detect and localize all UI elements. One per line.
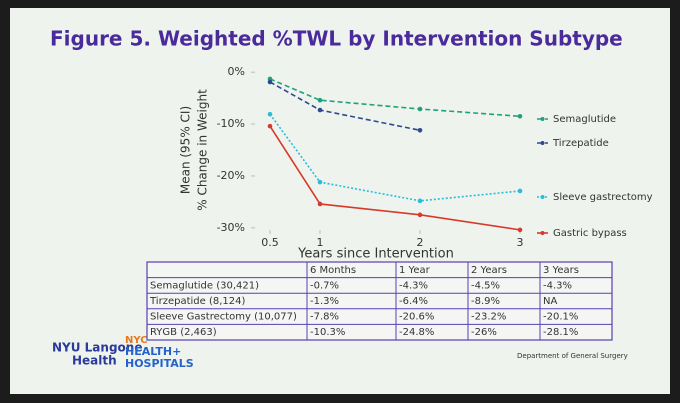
legend-marker <box>540 195 545 199</box>
table-cell: NA <box>543 296 557 307</box>
table-cell: -4.3% <box>399 280 428 291</box>
data-point <box>517 227 523 233</box>
legend-label: Gastric bypass <box>553 228 627 239</box>
table-frame <box>146 261 613 341</box>
table-cell: -1.3% <box>310 296 339 307</box>
x-tick-label: 2 <box>417 236 424 249</box>
table-cell: Semaglutide (30,421) <box>150 280 259 291</box>
table-cell: -8.9% <box>471 296 500 307</box>
y-axis-label-line: Mean (95% CI) <box>179 106 193 194</box>
legend-label: Tirzepatide <box>552 138 609 149</box>
x-tick-label: 3 <box>517 236 524 249</box>
y-axis-label: Mean (95% CI) % Change in Weight <box>179 89 210 211</box>
data-point <box>317 179 323 185</box>
y-tick-label: -20% <box>217 169 245 182</box>
table-header: 2 Years <box>471 265 507 276</box>
footer: Department of General Surgery <box>517 352 628 360</box>
logo-text: HOSPITALS <box>125 357 194 370</box>
x-tick-label: 1 <box>317 236 324 249</box>
y-tick-label: -30% <box>217 221 245 234</box>
table-cell: -4.3% <box>543 280 572 291</box>
table-cell: -20.6% <box>399 312 434 323</box>
table-header: 1 Year <box>399 265 431 276</box>
logo-text: HEALTH+ <box>125 345 181 358</box>
table-cell: Sleeve Gastrectomy (10,077) <box>150 312 297 323</box>
data-point <box>267 111 273 117</box>
x-tick-label: 0.5 <box>261 236 279 249</box>
table-cell: -6.4% <box>399 296 428 307</box>
slide-title: Figure 5. Weighted %TWL by Intervention … <box>50 27 623 51</box>
table-cell: -24.8% <box>399 327 434 338</box>
legend-marker <box>540 141 545 145</box>
table-cell: -0.7% <box>310 280 339 291</box>
data-point <box>417 106 423 112</box>
legend-label: Semaglutide <box>553 114 616 125</box>
data-point <box>517 188 523 194</box>
table-cell: -4.5% <box>471 280 500 291</box>
logo-text: NYU Langone <box>52 341 142 355</box>
series-line <box>269 78 521 118</box>
series-line <box>269 125 521 231</box>
table-cell: -20.1% <box>543 312 578 323</box>
data-point <box>417 212 423 218</box>
data-point <box>417 198 423 204</box>
table-cell: Tirzepatide (8,124) <box>149 296 245 307</box>
data-point <box>267 123 273 129</box>
table-cell: -28.1% <box>543 327 578 338</box>
data-point <box>517 113 523 119</box>
legend-marker <box>540 117 545 121</box>
y-tick-label: -10% <box>217 117 245 130</box>
data-point <box>417 127 423 133</box>
table-cell: RYGB (2,463) <box>150 327 217 338</box>
data-point <box>317 201 323 207</box>
x-axis-label: Years since Intervention <box>297 247 454 262</box>
series-line <box>269 113 521 202</box>
table-header: 3 Years <box>543 265 579 276</box>
data-point <box>267 79 273 85</box>
y-tick-label: 0% <box>228 65 245 78</box>
table-cell: -23.2% <box>471 312 506 323</box>
logo-text: NYC <box>125 335 148 346</box>
logo-text: Health <box>72 354 117 368</box>
table-header: 6 Months <box>310 265 356 276</box>
table-cell: -7.8% <box>310 312 339 323</box>
data-point <box>317 97 323 103</box>
y-axis-label-line: % Change in Weight <box>196 89 210 211</box>
data-point <box>317 107 323 113</box>
table-cell: -10.3% <box>310 327 345 338</box>
legend-label: Sleeve gastrectomy <box>553 192 653 203</box>
table-cell: -26% <box>471 327 497 338</box>
legend-marker <box>540 231 545 235</box>
